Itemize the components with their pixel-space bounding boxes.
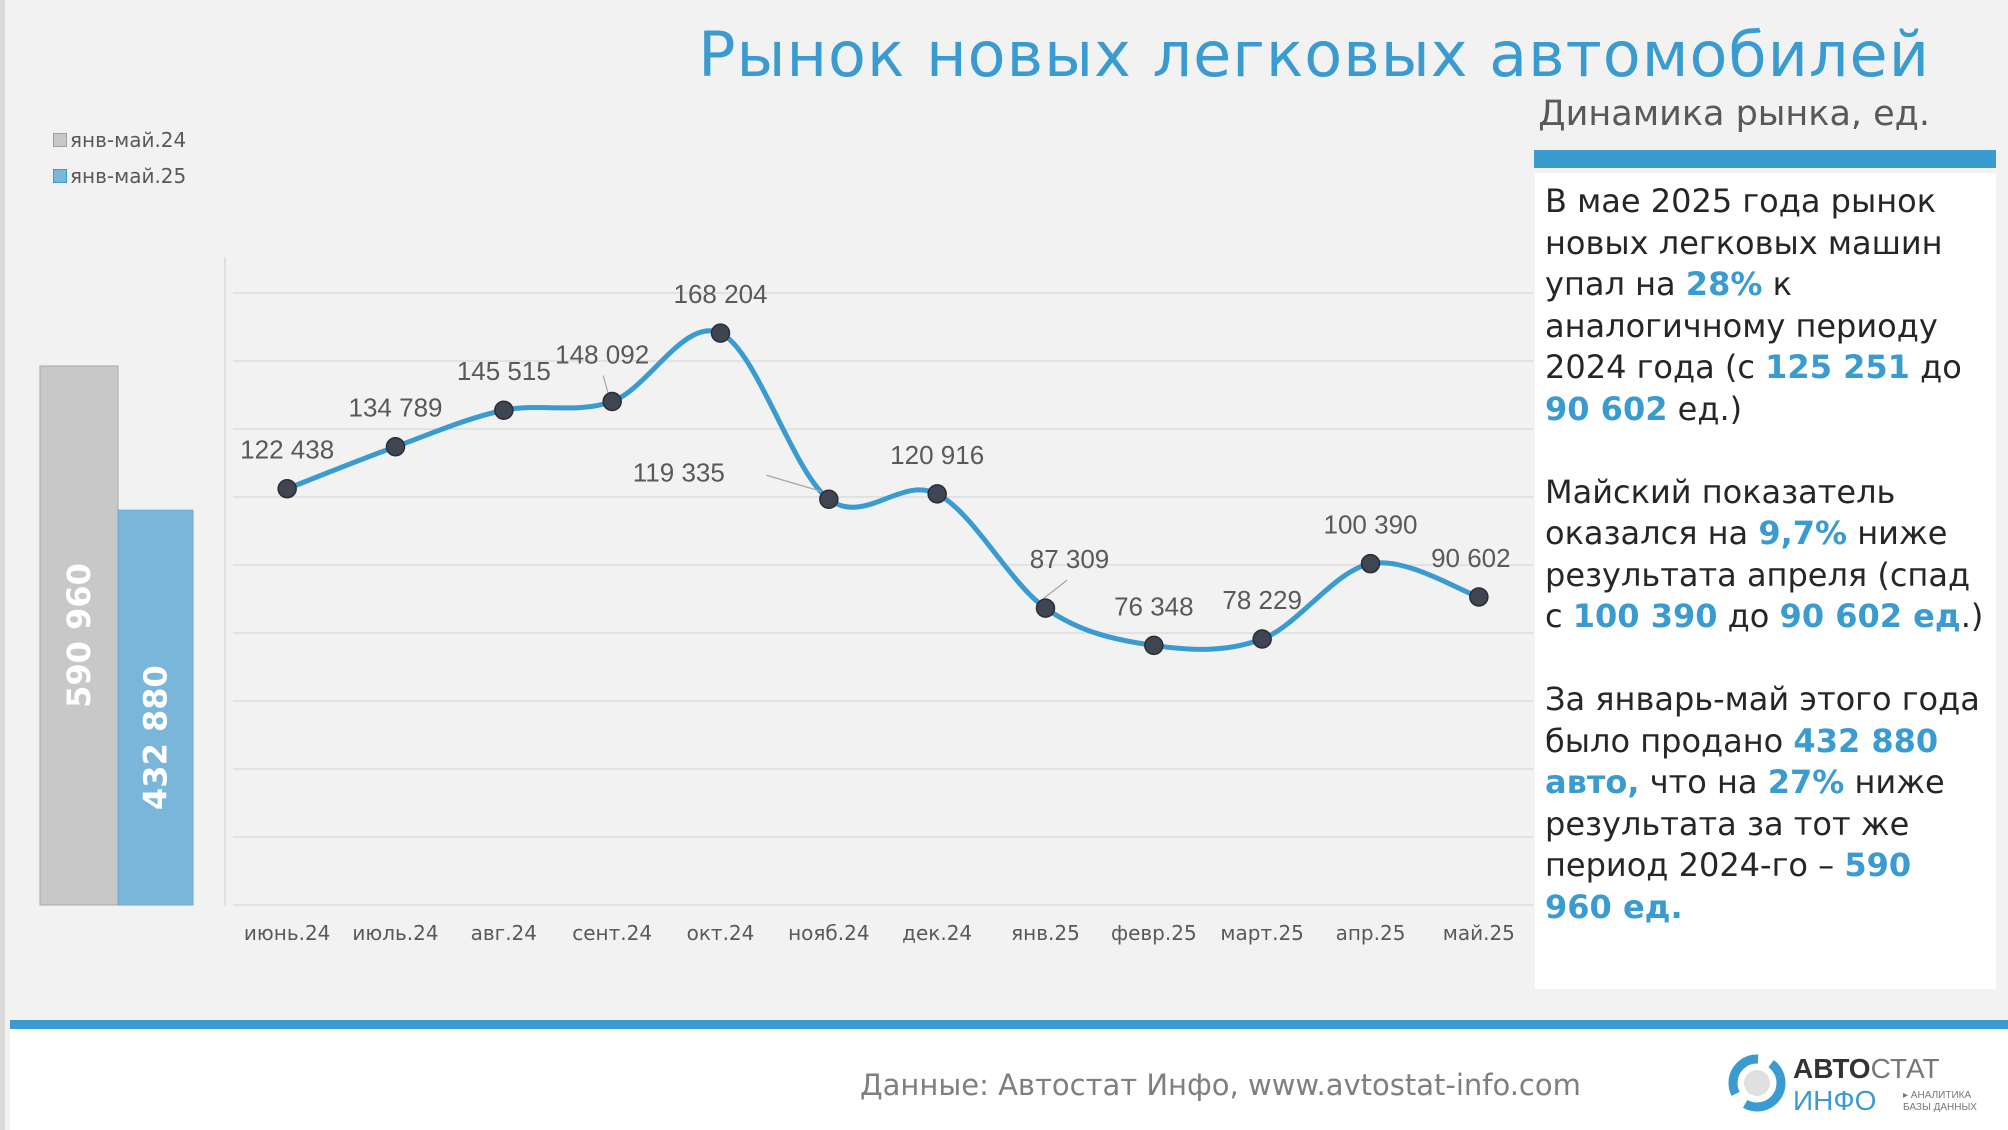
leader-line — [1041, 579, 1068, 601]
data-point — [1469, 587, 1489, 607]
data-label: 76 348 — [1114, 591, 1194, 621]
x-tick-label: июль.24 — [352, 921, 438, 945]
bar-янв-май.25 — [117, 509, 194, 906]
data-label: 78 229 — [1222, 585, 1302, 615]
svg-text:▸ АНАЛИТИКА: ▸ АНАЛИТИКА — [1903, 1090, 1971, 1101]
highlight-value: 90 602 ед — [1779, 597, 1961, 635]
accent-bar — [1534, 150, 1996, 168]
data-point — [602, 391, 622, 412]
commentary-text: ниже результата за тот же период 2024-го… — [1545, 763, 1945, 884]
commentary-text: .) — [1960, 597, 1984, 635]
x-tick-label: февр.25 — [1111, 921, 1197, 945]
bar-value-label: 590 960 — [60, 563, 98, 708]
x-tick-label: июнь.24 — [244, 921, 331, 945]
bar-value-label: 432 880 — [137, 665, 175, 810]
legend-swatch — [53, 169, 67, 183]
leader-line — [602, 375, 609, 394]
data-label: 122 438 — [240, 435, 334, 465]
commentary-paragraph: Майский показатель оказался на 9,7% ниже… — [1545, 472, 1988, 638]
x-tick-label: янв.25 — [1011, 921, 1080, 945]
legend-label: янв-май.25 — [70, 164, 187, 188]
commentary-text: Майский показатель оказался на — [1545, 472, 1896, 553]
data-label: 90 602 — [1431, 543, 1511, 573]
svg-text:ИНФО: ИНФО — [1793, 1085, 1876, 1116]
data-label: 148 092 — [555, 339, 649, 369]
commentary-text: что на — [1639, 763, 1768, 801]
legend-swatch — [53, 133, 67, 147]
commentary-text: к аналогичному периоду 2024 года (с — [1545, 265, 1938, 386]
highlight-value: 125 251 — [1765, 348, 1910, 386]
data-label: 168 204 — [674, 279, 768, 309]
commentary-text: до — [1717, 597, 1780, 635]
highlight-value: 27% — [1767, 763, 1845, 801]
x-tick-label: нояб.24 — [788, 921, 869, 945]
chart: 590 960 432 880 122 438 июнь.24 134 789 июль.… — [39, 257, 1533, 945]
data-point — [1252, 629, 1272, 649]
data-point — [1144, 635, 1164, 656]
data-label: 87 309 — [1030, 544, 1110, 574]
commentary-text: За январь-май этого года было продано — [1545, 680, 1980, 760]
footer-divider — [10, 1020, 2008, 1029]
commentary-paragraph: За январь-май этого года было продано 43… — [1545, 679, 1988, 928]
x-tick-label: окт.24 — [687, 921, 755, 945]
legend-item-2024: янв-май.24 — [53, 128, 186, 152]
x-tick-label: авг.24 — [471, 921, 537, 945]
highlight-value: 9,7% — [1758, 514, 1848, 552]
data-point — [277, 478, 297, 499]
footer — [10, 1029, 2008, 1130]
data-point — [927, 484, 947, 504]
commentary-box: В мае 2025 года рынок новых легковых маш… — [1535, 173, 1996, 989]
data-label: 100 390 — [1324, 510, 1418, 540]
highlight-value: 28% — [1685, 265, 1763, 303]
commentary-text: до — [1909, 348, 1962, 386]
svg-text:АВТОСТАТ: АВТОСТАТ — [1793, 1053, 1940, 1084]
highlight-value: 590 960 ед. — [1545, 846, 1912, 926]
x-tick-label: сент.24 — [572, 921, 652, 945]
data-point — [494, 400, 514, 420]
highlight-value: 432 880 авто, — [1545, 721, 1939, 802]
avtostat-logo: АВТОСТАТ ИНФО ▸ АНАЛИТИКА БАЗЫ ДАННЫХ — [1728, 1053, 1977, 1116]
data-point — [1035, 598, 1056, 618]
svg-text:БАЗЫ ДАННЫХ: БАЗЫ ДАННЫХ — [1903, 1102, 1977, 1113]
highlight-value: 90 602 — [1545, 389, 1668, 428]
data-label: 145 515 — [457, 356, 551, 386]
commentary-paragraph: В мае 2025 года рынок новых легковых маш… — [1545, 181, 1988, 430]
x-tick-label: март.25 — [1220, 921, 1304, 945]
commentary-text: ед.) — [1667, 389, 1743, 428]
data-label: 134 789 — [349, 393, 443, 423]
data-point — [1360, 553, 1381, 574]
x-tick-label: май.25 — [1443, 921, 1515, 945]
commentary-text: ниже результата апреля (спад с — [1545, 514, 1971, 635]
source-text: Данные: Автостат Инфо, www.avtostat-info… — [860, 1068, 1581, 1102]
commentary-text: В мае 2025 года рынок новых легковых маш… — [1545, 182, 1943, 303]
bar-янв-май.24 — [39, 365, 119, 906]
page-subtitle: Динамика рынка, ед. — [1538, 94, 1930, 134]
data-point — [710, 323, 731, 343]
page-title: Рынок новых легковых автомобилей — [698, 18, 1930, 91]
leader-line — [766, 474, 822, 492]
highlight-value: 100 390 — [1572, 597, 1718, 635]
legend-label: янв-май.24 — [70, 128, 187, 152]
x-tick-label: дек.24 — [902, 921, 972, 945]
data-label: 120 916 — [890, 440, 984, 470]
data-point — [385, 436, 406, 457]
x-tick-label: апр.25 — [1336, 921, 1406, 945]
data-label: 119 335 — [633, 457, 725, 487]
data-point — [819, 489, 839, 510]
legend-item-2025: янв-май.25 — [53, 164, 186, 188]
